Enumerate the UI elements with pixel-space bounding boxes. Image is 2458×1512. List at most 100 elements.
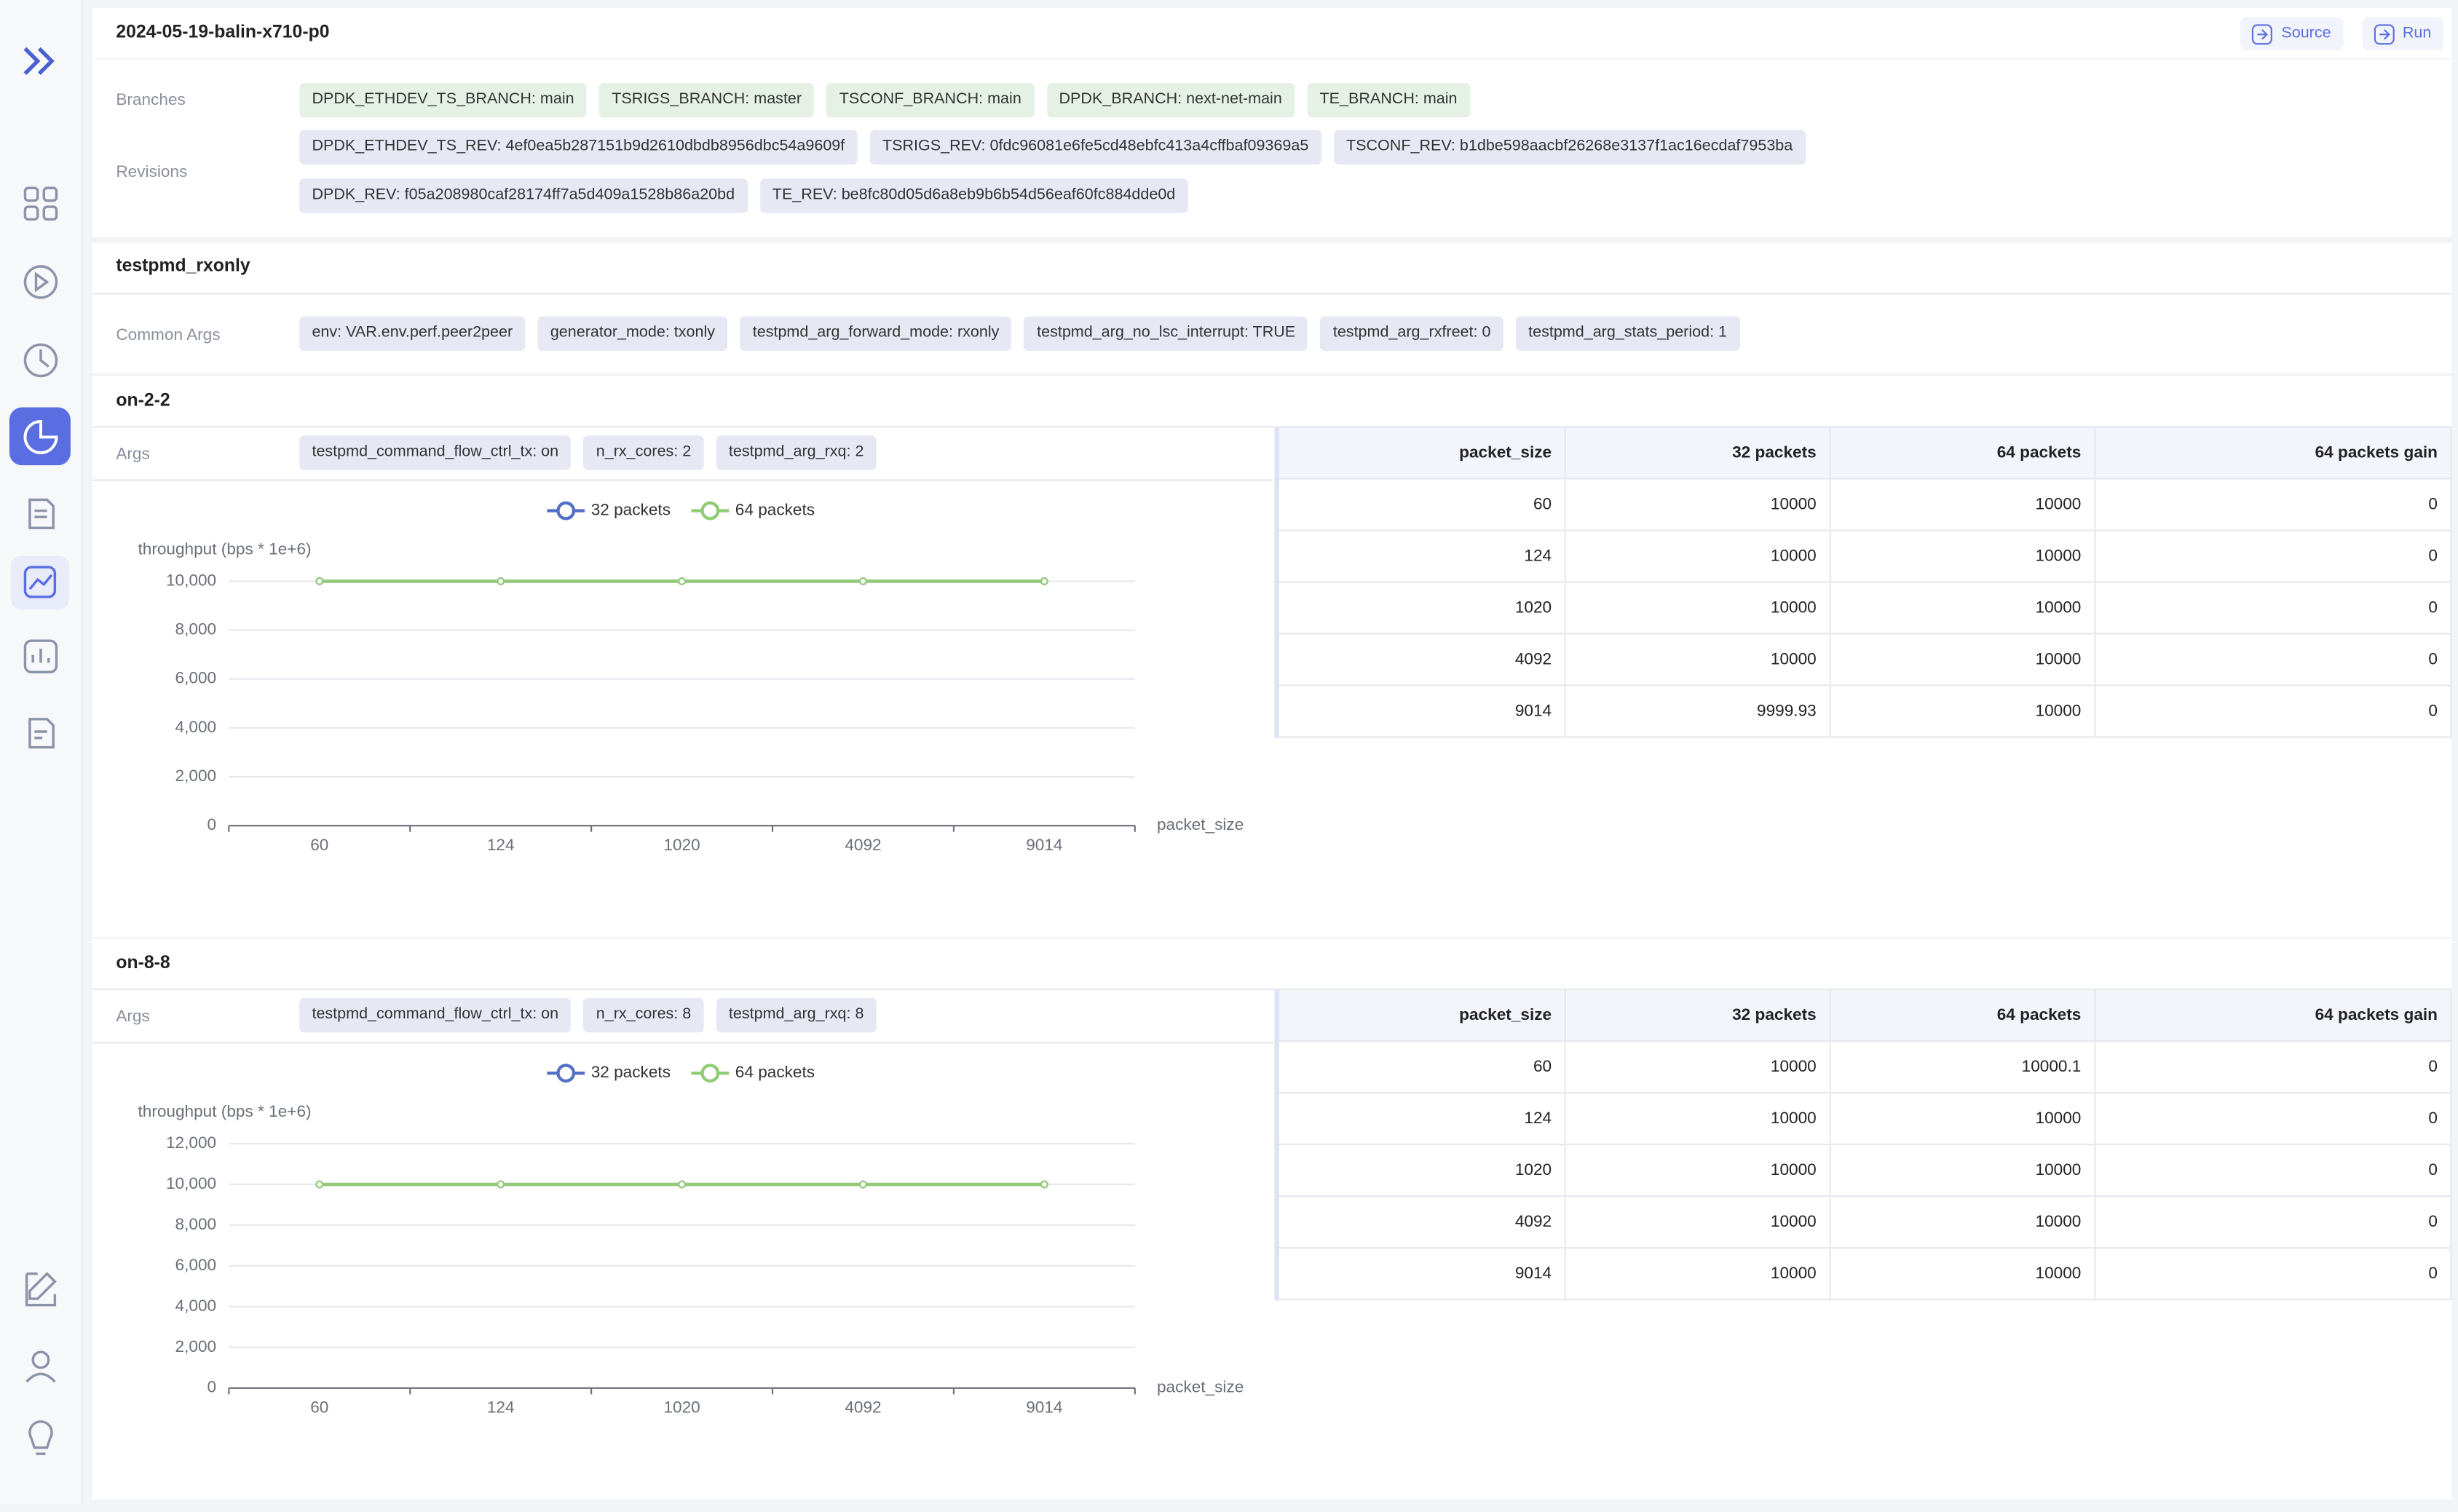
sidebar — [0, 0, 83, 1504]
y-tick-label: 2,000 — [175, 767, 217, 785]
run-button[interactable]: Run — [2362, 17, 2444, 50]
chart: throughput (bps * 1e+6)packet_size02,000… — [92, 1043, 1273, 1497]
chip: env: VAR.env.perf.peer2peer — [299, 317, 525, 351]
y-tick-label: 2,000 — [175, 1337, 217, 1355]
table-cell: 0 — [2095, 686, 2451, 737]
table-cell: 10000 — [1565, 1041, 1830, 1093]
table-cell: 10000 — [1830, 686, 2095, 737]
table-cell: 10000 — [1565, 530, 1830, 582]
x-tick-label: 1020 — [663, 836, 700, 854]
chip: testpmd_arg_no_lsc_interrupt: TRUE — [1024, 317, 1308, 351]
test-name: testpmd_rxonly — [116, 257, 250, 276]
table-cell: 9014 — [1277, 1248, 1565, 1299]
nav-reports[interactable] — [30, 500, 53, 529]
test-panel: testpmd_rxonly Common Args env: VAR.env.… — [92, 243, 2451, 373]
table-cell: 10000 — [1830, 1196, 2095, 1248]
table-cell: 10000 — [1565, 1248, 1830, 1299]
table-cell: 0 — [2095, 1248, 2451, 1299]
nav-profile[interactable] — [33, 1352, 49, 1368]
table-cell: 1020 — [1277, 1144, 1565, 1196]
y-tick-label: 8,000 — [175, 1215, 217, 1233]
point — [1041, 1182, 1048, 1188]
y-axis-title: throughput (bps * 1e+6) — [138, 1102, 311, 1120]
sidebar-icons — [0, 0, 82, 1504]
point — [497, 578, 504, 585]
chip: DPDK_REV: f05a208980caf28174ff7a5d409a15… — [299, 178, 747, 213]
source-button[interactable]: Source — [2240, 17, 2343, 50]
chip: generator_mode: txonly — [538, 317, 728, 351]
chip: TSRIGS_REV: 0fdc96081e6fe5cd48ebfc413a4c… — [870, 130, 1321, 165]
chip: TE_REV: be8fc80d05d6a8eb9b6b54d56eaf60fc… — [760, 178, 1188, 213]
nav-runs[interactable] — [25, 266, 56, 298]
legend-label: 32 packets — [591, 501, 671, 519]
y-tick-label: 8,000 — [175, 620, 217, 638]
table-cell: 10000 — [1830, 1144, 2095, 1196]
point — [1041, 578, 1048, 585]
args-label: Args — [116, 445, 149, 464]
nav-tips[interactable] — [30, 1422, 52, 1454]
legend-marker — [703, 1065, 719, 1081]
point — [860, 1182, 866, 1188]
x-tick-label: 60 — [310, 836, 328, 854]
chip: TSRIGS_BRANCH: master — [599, 83, 814, 117]
revisions: DPDK_ETHDEV_TS_REV: 4ef0ea5b287151b9d261… — [299, 130, 2243, 213]
y-tick-label: 10,000 — [166, 1174, 216, 1192]
point — [679, 578, 685, 585]
section-title: on-2-2 — [116, 392, 170, 411]
x-tick-label: 124 — [487, 836, 515, 854]
y-tick-label: 12,000 — [166, 1133, 216, 1152]
table-cell: 1020 — [1277, 582, 1565, 633]
table-cell: 4092 — [1277, 1196, 1565, 1248]
x-tick-label: 9014 — [1026, 1398, 1062, 1417]
x-tick-label: 1020 — [663, 1398, 700, 1417]
chip: TE_BRANCH: main — [1307, 83, 1470, 117]
point — [497, 1182, 504, 1188]
table-cell: 10000 — [1565, 634, 1830, 686]
x-axis-title: packet_size — [1157, 1378, 1244, 1396]
chip: testpmd_arg_rxfreet: 0 — [1321, 317, 1503, 351]
logo[interactable] — [25, 49, 52, 74]
chip: testpmd_command_flow_ctrl_tx: on — [299, 998, 571, 1032]
chip: DPDK_BRANCH: next-net-main — [1046, 83, 1295, 117]
chip: testpmd_arg_forward_mode: rxonly — [740, 317, 1012, 351]
nav-docs[interactable] — [30, 719, 53, 748]
nav-edit[interactable] — [27, 1274, 55, 1305]
column-header: 64 packets — [1830, 428, 2095, 479]
table-cell: 10000 — [1565, 1196, 1830, 1248]
section-title: on-8-8 — [116, 954, 170, 973]
table-cell: 10000 — [1830, 530, 2095, 582]
chart: throughput (bps * 1e+6)packet_size02,000… — [92, 481, 1273, 935]
y-axis-title: throughput (bps * 1e+6) — [138, 539, 311, 558]
table-cell: 0 — [2095, 582, 2451, 633]
legend-label: 64 packets — [735, 501, 815, 519]
chip: testpmd_arg_rxq: 8 — [716, 998, 877, 1032]
nav-dashboard[interactable] — [25, 188, 37, 200]
point — [860, 578, 866, 585]
chip: testpmd_command_flow_ctrl_tx: on — [299, 435, 571, 470]
table-cell: 0 — [2095, 478, 2451, 530]
point — [679, 1182, 685, 1188]
common-args-label: Common Args — [116, 326, 220, 345]
common-args: env: VAR.env.perf.peer2peer generator_mod… — [299, 317, 2431, 351]
chip: testpmd_arg_stats_period: 1 — [1516, 317, 1739, 351]
table-cell: 0 — [2095, 1144, 2451, 1196]
table-cell: 10000 — [1565, 582, 1830, 633]
chip: testpmd_arg_rxq: 2 — [716, 435, 877, 470]
table-cell: 124 — [1277, 1093, 1565, 1144]
table-cell: 10000 — [1565, 1093, 1830, 1144]
revisions-label: Revisions — [116, 163, 187, 182]
table-cell: 9999.93 — [1565, 686, 1830, 737]
x-tick-label: 60 — [310, 1398, 328, 1417]
